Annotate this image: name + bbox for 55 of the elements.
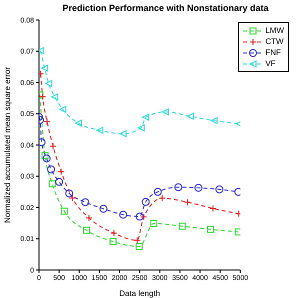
point [65, 189, 74, 198]
y-axis-title: Normalized accumulated mean square error [2, 66, 12, 224]
point [158, 194, 166, 202]
point [58, 168, 65, 176]
point [154, 188, 162, 196]
point [48, 180, 56, 188]
point [42, 154, 51, 162]
x-axis-title: Data length [119, 289, 160, 298]
legend-label: LMW [265, 25, 284, 36]
point [134, 236, 141, 244]
point [120, 130, 127, 138]
point [110, 238, 117, 246]
point [207, 226, 214, 233]
point [39, 93, 46, 100]
point [42, 152, 49, 160]
point [142, 198, 150, 206]
legend-label: CTW [265, 36, 284, 47]
point [174, 183, 182, 192]
point [59, 106, 66, 113]
point [194, 184, 202, 192]
legend-label: VF [265, 58, 276, 69]
point [45, 80, 52, 87]
point [178, 222, 186, 230]
point [209, 204, 216, 212]
point [60, 208, 68, 215]
point [110, 230, 118, 237]
point [81, 198, 90, 206]
point [234, 228, 240, 236]
legend-label: FNF [265, 47, 281, 58]
chart-title: Prediction Performance with Nonstationary data [61, 3, 270, 13]
point [47, 165, 56, 174]
point [184, 198, 192, 206]
point [74, 120, 82, 127]
point [210, 117, 218, 124]
point [85, 214, 92, 222]
point [68, 194, 76, 202]
point [96, 126, 104, 134]
point [44, 118, 51, 126]
point [39, 138, 46, 146]
point [142, 114, 150, 121]
point [162, 108, 169, 116]
point [138, 124, 145, 132]
point [136, 212, 144, 221]
point [150, 220, 158, 227]
point [55, 178, 64, 186]
point [119, 210, 128, 219]
point [136, 243, 143, 250]
point [99, 204, 108, 213]
point [215, 185, 224, 194]
point [140, 213, 148, 220]
point [186, 112, 194, 120]
point [50, 142, 57, 150]
point [51, 93, 58, 100]
point [41, 64, 48, 72]
point [83, 226, 90, 234]
